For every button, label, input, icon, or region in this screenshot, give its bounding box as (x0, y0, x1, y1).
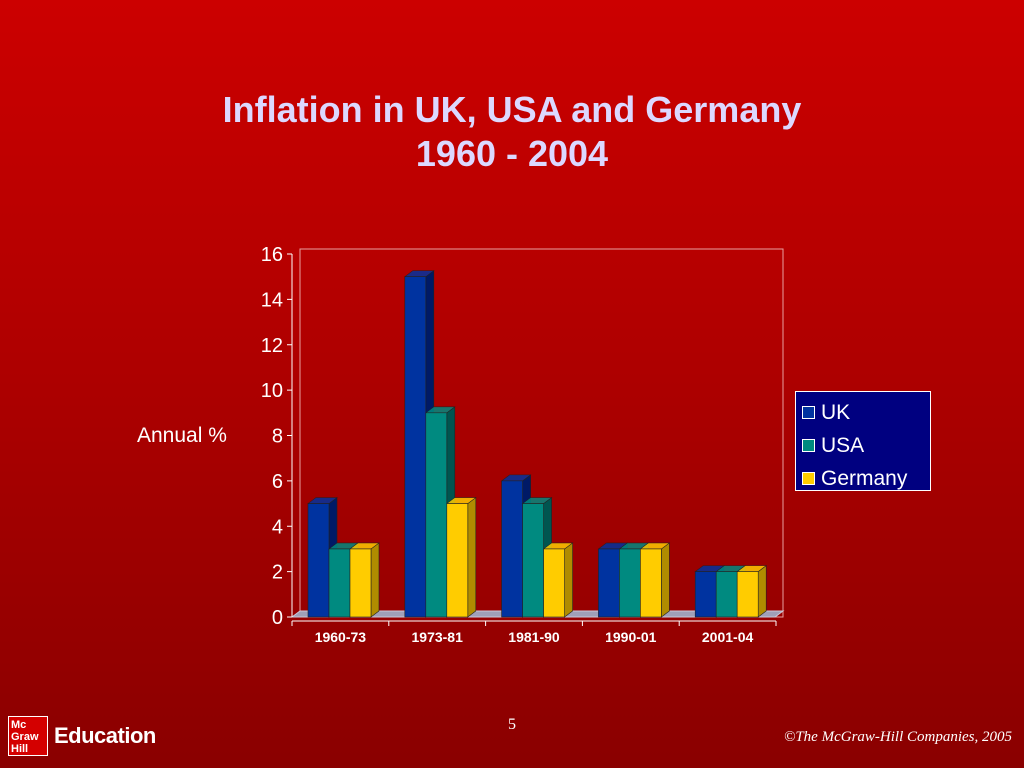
y-tick-label: 6 (272, 471, 283, 493)
logo-line-2: Graw (11, 731, 39, 743)
legend-label-germany: Germany (821, 466, 908, 490)
bar-germany-side (467, 496, 477, 618)
bar-germany-side (564, 542, 573, 618)
title-line-1: Inflation in UK, USA and Germany (222, 89, 802, 130)
bar-usa (522, 503, 544, 618)
slide-title: Inflation in UK, USA and Germany 1960 - … (0, 88, 1024, 176)
bar-germany (543, 548, 565, 618)
bar-germany-side (370, 542, 380, 618)
y-tick-label: 2 (272, 562, 283, 584)
bar-germany (640, 548, 662, 618)
x-tick-label: 1990-01 (605, 629, 657, 645)
bar-uk (404, 276, 427, 618)
logo-text: Education (54, 723, 156, 748)
y-tick-label: 12 (261, 335, 283, 357)
logo-line-1: Mc (11, 719, 27, 731)
legend-swatch-usa (802, 439, 815, 452)
y-tick-label: 8 (272, 426, 283, 448)
y-tick-label: 14 (261, 289, 283, 311)
logo-line-3: Hill (11, 743, 29, 755)
bar-uk (694, 571, 717, 618)
x-tick-label: 1960-73 (315, 629, 367, 645)
bar-uk (307, 503, 330, 618)
logo-mark: Mc Graw Hill (8, 716, 48, 756)
page-number: 5 (508, 716, 516, 733)
y-tick-label: 4 (272, 516, 283, 538)
x-tick-label: 1973-81 (412, 629, 464, 645)
legend-item-uk: UK (802, 396, 930, 429)
bar-uk (501, 480, 523, 618)
chart-legend: UK USA Germany (795, 391, 931, 491)
bar-usa (619, 548, 641, 618)
bar-germany-side (661, 542, 670, 618)
title-line-2: 1960 - 2004 (415, 133, 609, 174)
x-tick-label: 2001-04 (702, 629, 754, 645)
legend-swatch-uk (802, 406, 815, 419)
legend-label-usa: USA (821, 433, 865, 457)
legend-label-uk: UK (821, 400, 851, 424)
bar-germany (446, 503, 469, 618)
legend-item-usa: USA (802, 429, 930, 462)
y-axis-label: Annual % (137, 424, 227, 447)
bar-usa (715, 571, 738, 618)
bar-germany-side (757, 565, 767, 618)
x-tick-label: 1981-90 (508, 629, 560, 645)
copyright: ©The McGraw-Hill Companies, 2005 (783, 729, 1012, 745)
legend-swatch-germany (802, 472, 815, 485)
y-tick-label: 0 (272, 607, 283, 629)
y-tick-label: 16 (261, 244, 283, 266)
mcgraw-hill-logo: Mc Graw Hill Education (8, 716, 156, 756)
bar-usa (328, 548, 351, 618)
bar-uk (598, 548, 620, 618)
legend-item-germany: Germany (802, 462, 930, 495)
y-tick-label: 10 (261, 380, 283, 402)
bar-usa (425, 412, 448, 618)
bar-germany (349, 548, 372, 618)
bar-germany (736, 571, 759, 618)
